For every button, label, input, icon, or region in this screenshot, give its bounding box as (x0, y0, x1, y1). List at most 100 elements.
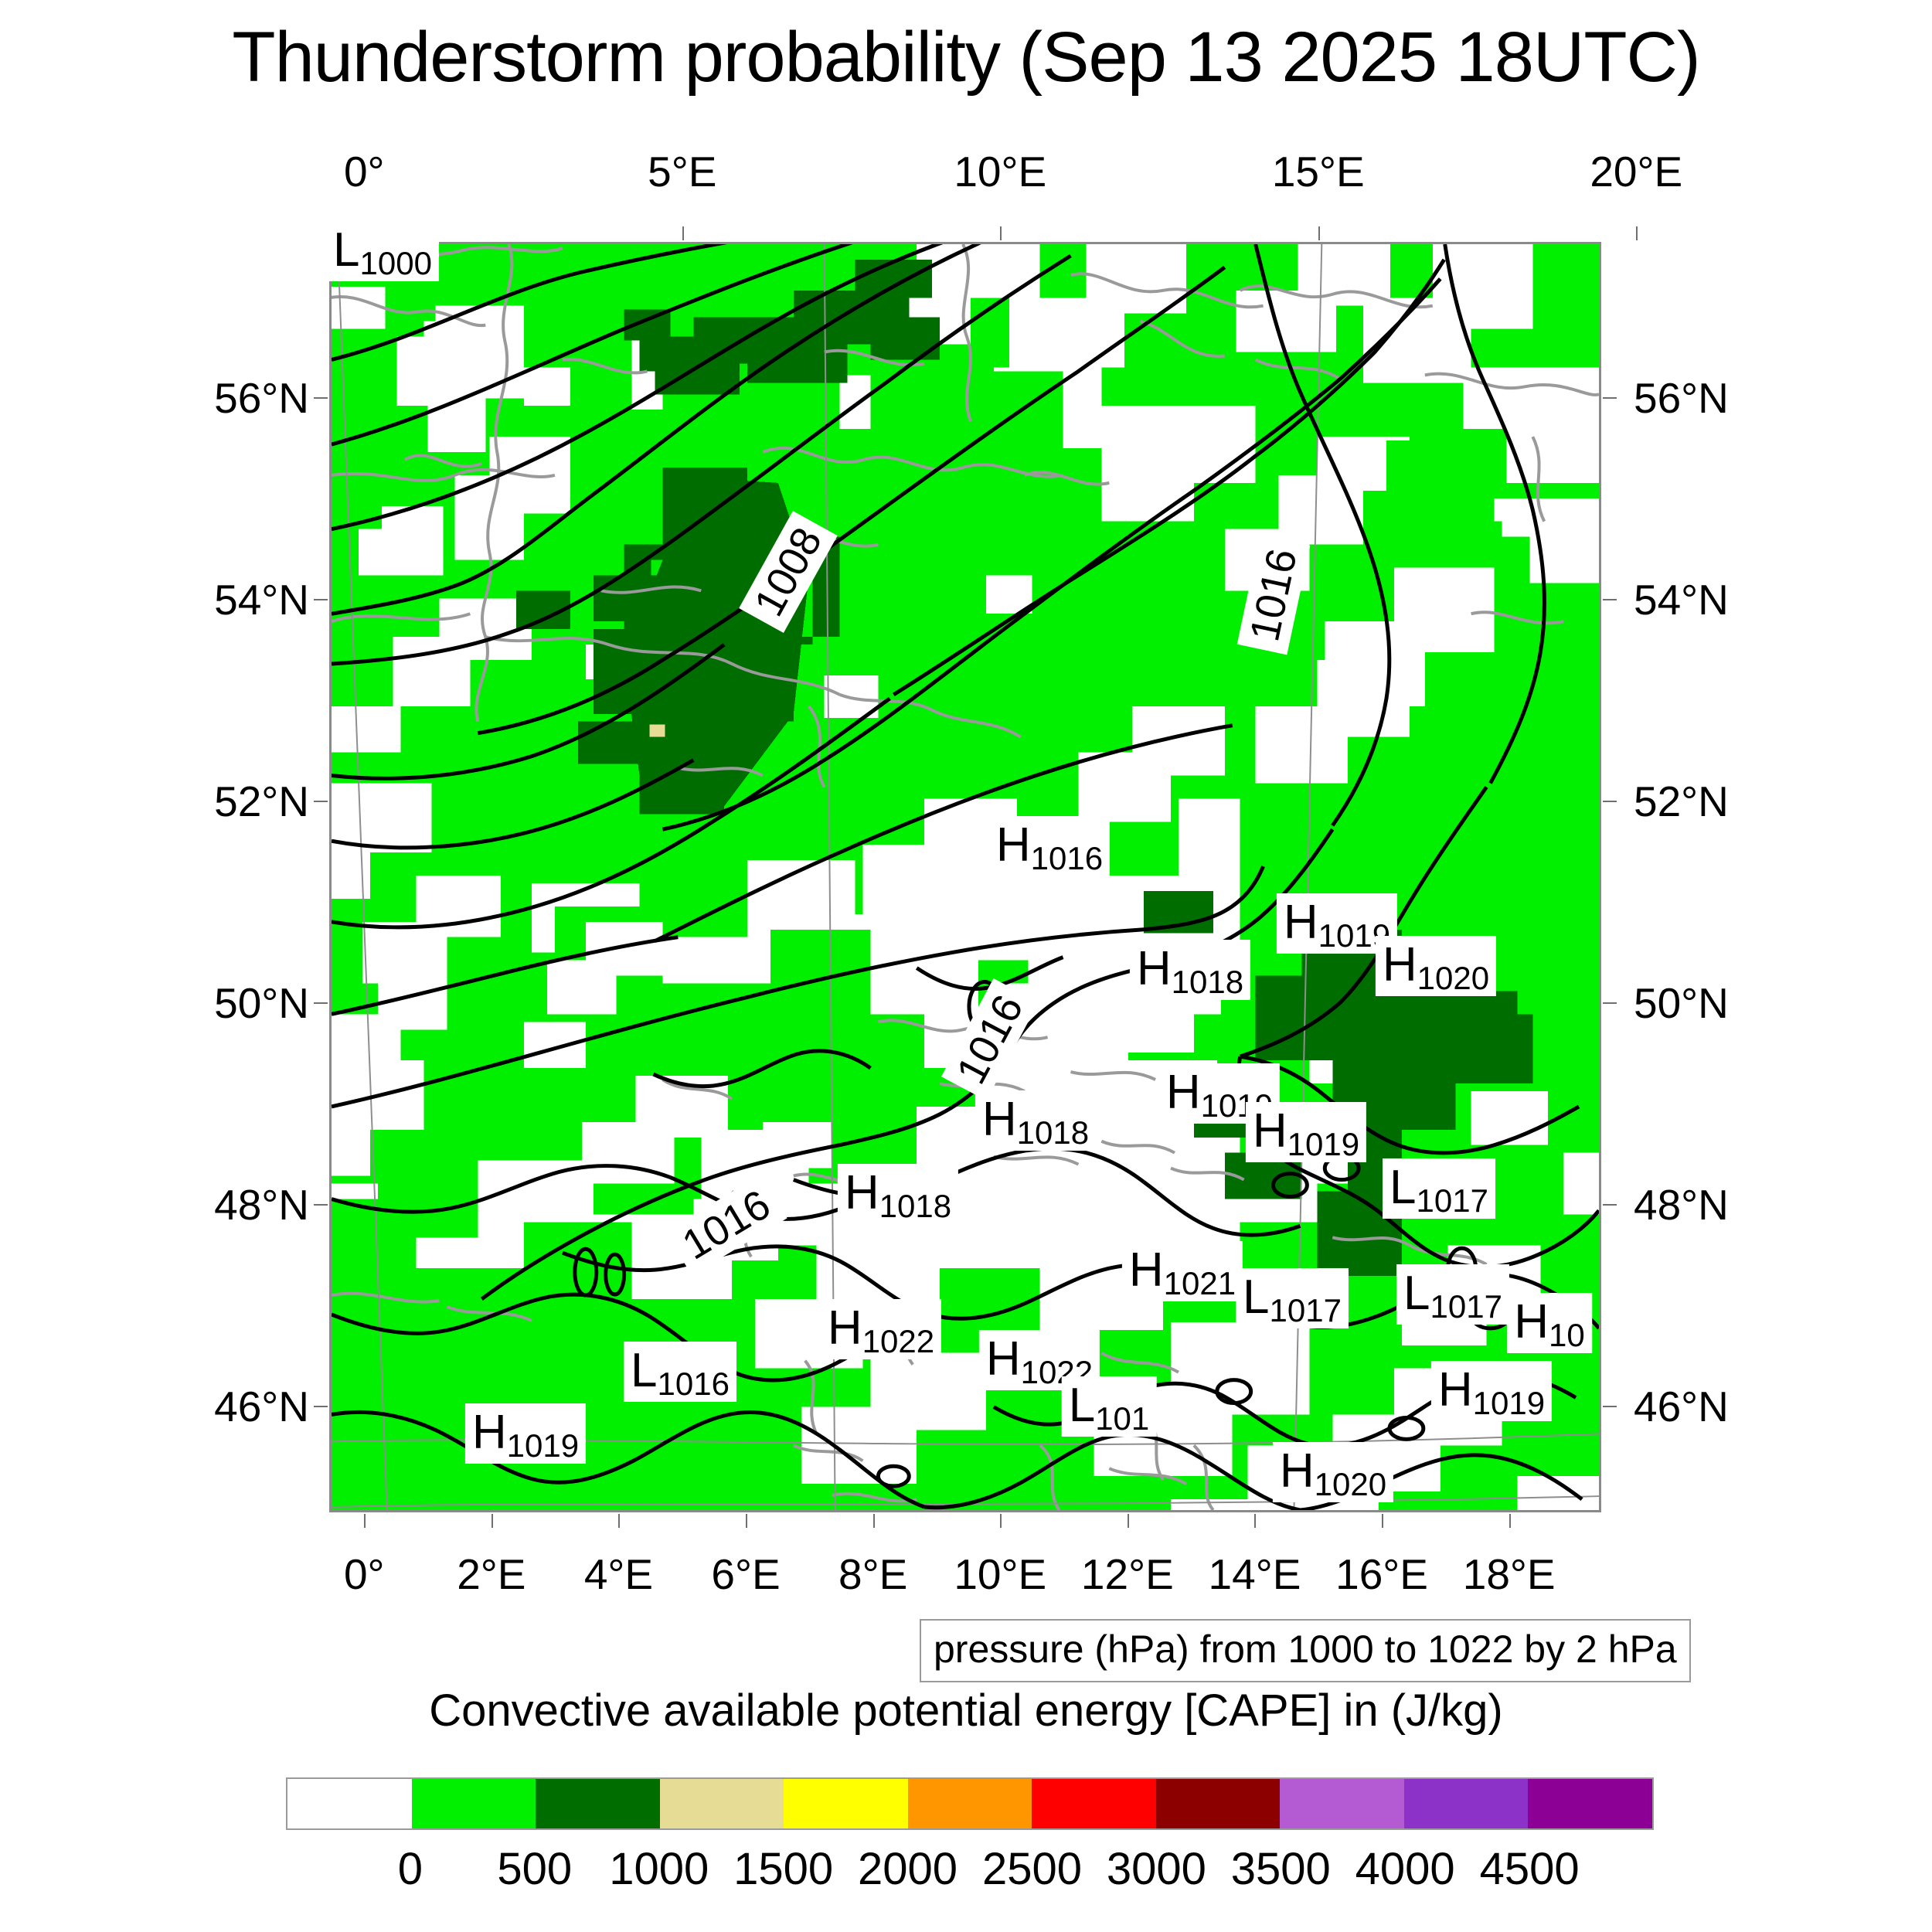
lon-label-top: 5°E (648, 148, 717, 196)
pressure-marker-type: H (827, 1301, 862, 1355)
lon-label-bottom: 12°E (1080, 1550, 1174, 1598)
lat-label-left: 48°N (214, 1181, 309, 1230)
lon-tick-bottom (1509, 1514, 1511, 1528)
colorbar-tick-label: 3500 (1230, 1844, 1331, 1894)
lat-tick-left (314, 1406, 328, 1407)
pressure-marker-value: 1017 (1269, 1292, 1342, 1328)
lon-label-bottom: 16°E (1335, 1550, 1428, 1598)
pressure-marker-type: H (1514, 1295, 1549, 1349)
colorbar-tick-label: 3000 (1106, 1844, 1206, 1894)
high-pressure-marker: H1019 (1245, 1102, 1367, 1162)
lon-label-bottom: 8°E (838, 1550, 908, 1598)
lat-label-right: 54°N (1634, 576, 1729, 624)
lat-tick-right (1603, 397, 1617, 400)
colorbar-band[interactable] (1280, 1779, 1404, 1828)
colorbar-tick-label: 1500 (733, 1844, 834, 1894)
colorbar-tick-label: 4000 (1355, 1844, 1455, 1894)
lat-tick-left (314, 1002, 328, 1005)
lat-label-left: 50°N (214, 979, 309, 1028)
high-pressure-marker: H1019 (1276, 893, 1398, 954)
lat-label-left: 46°N (214, 1383, 309, 1430)
pressure-marker-value: 1020 (1417, 960, 1490, 996)
lon-label-bottom: 18°E (1462, 1550, 1556, 1598)
pressure-marker-type: L (333, 223, 360, 277)
pressure-marker-value: 101 (1095, 1400, 1150, 1437)
lon-label-bottom: 10°E (954, 1550, 1047, 1598)
high-pressure-marker: H1018 (837, 1164, 959, 1224)
pressure-marker-type: H (1437, 1363, 1473, 1417)
lat-label-right: 56°N (1634, 374, 1729, 423)
lon-label-top: 20°E (1590, 148, 1683, 196)
pressure-marker-type: H (1279, 1444, 1315, 1498)
colorbar-band[interactable] (287, 1779, 412, 1828)
colorbar-band[interactable] (659, 1779, 784, 1828)
pressure-marker-value: 1019 (1287, 1126, 1360, 1162)
colorbar-tick-label: 2000 (858, 1844, 958, 1894)
lon-label-bottom: 4°E (583, 1550, 654, 1598)
lat-label-right: 46°N (1634, 1383, 1729, 1430)
colorbar-caption: Convective available potential energy [C… (429, 1685, 1503, 1736)
high-pressure-marker: H1019 (464, 1403, 587, 1464)
map-canvas (332, 244, 1599, 1510)
lon-tick-bottom (1000, 1514, 1002, 1528)
pressure-marker-value: 1019 (1472, 1385, 1546, 1421)
lat-label-left: 56°N (214, 374, 309, 423)
colorbar[interactable] (286, 1777, 1654, 1830)
colorbar-tick-label: 1000 (609, 1844, 709, 1894)
isobar-contours (332, 244, 1599, 1510)
colorbar-band[interactable] (1032, 1779, 1156, 1828)
colorbar-band[interactable] (907, 1779, 1032, 1828)
lon-tick-bottom (618, 1514, 621, 1528)
pressure-marker-value: 10 (1549, 1317, 1585, 1353)
colorbar-tick-labels: 0 500 1000 1500 2000 2500 3000 3500 4000 4500 (286, 1843, 1654, 1905)
pressure-marker-value: 1022 (862, 1323, 935, 1359)
pressure-marker-type: H (995, 818, 1031, 872)
high-pressure-marker: H1022 (820, 1299, 942, 1359)
pressure-marker-type: H (1283, 896, 1318, 949)
page-title: Thunderstorm probability (Sep 13 2025 18… (232, 18, 1700, 97)
lon-tick-bottom (746, 1514, 748, 1528)
lon-tick-bottom (1382, 1514, 1384, 1528)
lat-tick-left (314, 1204, 328, 1206)
pressure-marker-value: 1020 (1314, 1466, 1387, 1502)
low-pressure-marker: L1017 (1396, 1264, 1509, 1325)
lon-tick-top (1000, 226, 1002, 240)
high-pressure-marker: H1020 (1272, 1442, 1394, 1502)
pressure-marker-value: 1019 (506, 1427, 580, 1464)
colorbar-tick-label: 2500 (981, 1844, 1082, 1894)
pressure-marker-type: H (981, 1093, 1017, 1146)
pressure-marker-type: H (1382, 938, 1417, 992)
lat-tick-right (1603, 801, 1617, 803)
lat-tick-right (1603, 1002, 1617, 1005)
lat-tick-right (1603, 599, 1617, 601)
pressure-marker-type: L (1243, 1270, 1270, 1324)
colorbar-band[interactable] (1528, 1779, 1653, 1828)
lon-label-top: 10°E (954, 148, 1047, 196)
pressure-marker-type: H (985, 1332, 1021, 1386)
pressure-marker-type: L (1389, 1161, 1417, 1214)
lat-tick-right (1603, 1406, 1617, 1407)
pressure-marker-type: H (471, 1406, 507, 1459)
pressure-marker-type: H (1136, 942, 1172, 995)
lon-tick-bottom (1127, 1514, 1129, 1528)
pressure-marker-value: 1000 (359, 245, 432, 281)
lon-tick-top (1636, 226, 1638, 240)
weather-map[interactable] (329, 242, 1601, 1512)
low-pressure-marker: L1017 (1236, 1268, 1349, 1328)
colorbar-band[interactable] (536, 1779, 660, 1828)
lon-tick-bottom (872, 1514, 875, 1528)
pressure-marker-type: H (844, 1166, 879, 1219)
colorbar-band[interactable] (784, 1779, 908, 1828)
low-pressure-marker: L101 (1061, 1376, 1157, 1437)
lon-label-bottom: 0° (343, 1550, 385, 1598)
lon-tick-top (682, 226, 684, 240)
lon-label-bottom: 6°E (711, 1550, 781, 1598)
colorbar-band[interactable] (1155, 1779, 1281, 1828)
lat-tick-left (314, 801, 328, 803)
pressure-marker-type: L (1068, 1379, 1096, 1432)
pressure-marker-type: H (1128, 1243, 1164, 1297)
colorbar-band[interactable] (1403, 1779, 1529, 1828)
high-pressure-marker: H1016 (988, 816, 1111, 876)
high-pressure-marker: H1021 (1121, 1241, 1243, 1301)
colorbar-band[interactable] (411, 1779, 536, 1828)
